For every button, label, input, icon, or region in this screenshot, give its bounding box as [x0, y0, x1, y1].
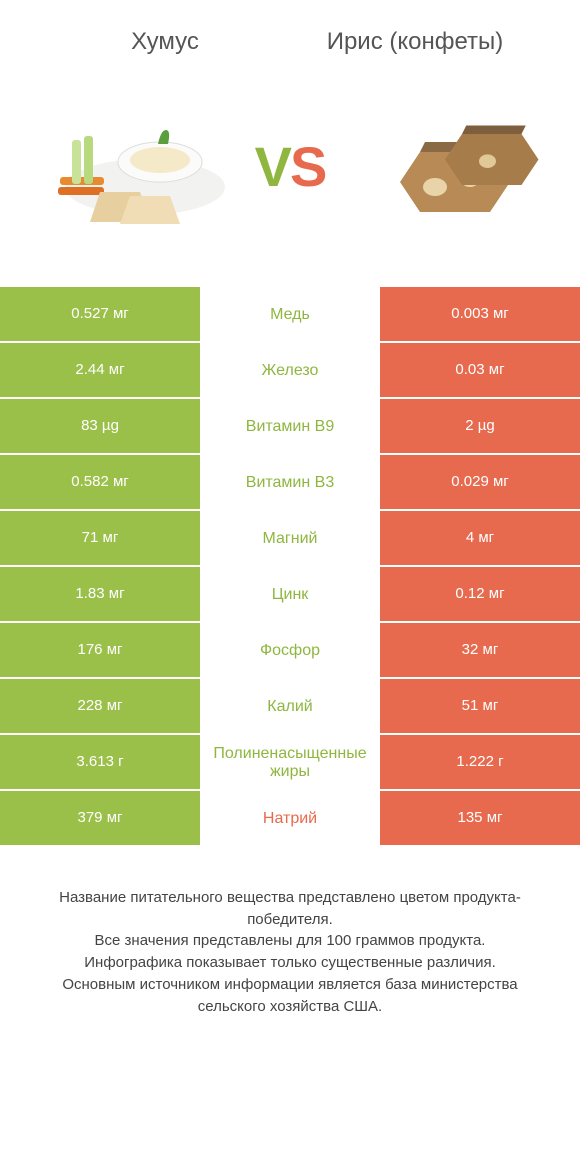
left-value: 83 µg	[0, 399, 200, 455]
nutrient-name: Витамин B3	[200, 455, 380, 511]
footer-line-2: Все значения представлены для 100 граммо…	[30, 930, 550, 952]
nutrient-name: Медь	[200, 287, 380, 343]
footer-note: Название питательного вещества представл…	[0, 847, 580, 1018]
table-row: 176 мгФосфор32 мг	[0, 623, 580, 679]
table-row: 83 µgВитамин B92 µg	[0, 399, 580, 455]
right-value: 32 мг	[380, 623, 580, 679]
left-value: 228 мг	[0, 679, 200, 735]
nutrient-name: Цинк	[200, 567, 380, 623]
nutrient-name: Полиненасыщенные жиры	[200, 735, 380, 791]
right-value: 0.03 мг	[380, 343, 580, 399]
nutrient-name: Магний	[200, 511, 380, 567]
footer-line-4: Основным источником информации является …	[30, 974, 550, 1018]
nutrient-name: Витамин B9	[200, 399, 380, 455]
table-row: 0.582 мгВитамин B30.029 мг	[0, 455, 580, 511]
right-value: 135 мг	[380, 791, 580, 847]
right-product-title: Ирис (конфеты)	[290, 28, 540, 57]
nutrient-name: Калий	[200, 679, 380, 735]
table-row: 379 мгНатрий135 мг	[0, 791, 580, 847]
right-value: 4 мг	[380, 511, 580, 567]
nutrient-name: Натрий	[200, 791, 380, 847]
images-row: VS	[0, 67, 580, 287]
right-value: 2 µg	[380, 399, 580, 455]
table-row: 1.83 мгЦинк0.12 мг	[0, 567, 580, 623]
vs-v: V	[255, 135, 290, 198]
right-value: 51 мг	[380, 679, 580, 735]
table-row: 2.44 мгЖелезо0.03 мг	[0, 343, 580, 399]
left-value: 71 мг	[0, 511, 200, 567]
footer-line-1: Название питательного вещества представл…	[30, 887, 550, 931]
hummus-image	[30, 92, 230, 242]
right-value: 0.029 мг	[380, 455, 580, 511]
vs-s: S	[290, 135, 325, 198]
left-value: 0.527 мг	[0, 287, 200, 343]
table-row: 0.527 мгМедь0.003 мг	[0, 287, 580, 343]
table-row: 71 мгМагний4 мг	[0, 511, 580, 567]
nutrient-name: Фосфор	[200, 623, 380, 679]
left-value: 3.613 г	[0, 735, 200, 791]
left-product-title: Хумус	[40, 28, 290, 57]
header: Хумус Ирис (конфеты)	[0, 0, 580, 67]
right-value: 1.222 г	[380, 735, 580, 791]
left-value: 379 мг	[0, 791, 200, 847]
left-value: 1.83 мг	[0, 567, 200, 623]
nutrient-name: Железо	[200, 343, 380, 399]
right-value: 0.003 мг	[380, 287, 580, 343]
footer-line-3: Инфографика показывает только существенн…	[30, 952, 550, 974]
vs-label: VS	[255, 134, 326, 199]
left-value: 2.44 мг	[0, 343, 200, 399]
left-value: 176 мг	[0, 623, 200, 679]
toffee-image	[350, 92, 550, 242]
table-row: 228 мгКалий51 мг	[0, 679, 580, 735]
right-value: 0.12 мг	[380, 567, 580, 623]
left-value: 0.582 мг	[0, 455, 200, 511]
table-row: 3.613 гПолиненасыщенные жиры1.222 г	[0, 735, 580, 791]
nutrition-table: 0.527 мгМедь0.003 мг2.44 мгЖелезо0.03 мг…	[0, 287, 580, 847]
